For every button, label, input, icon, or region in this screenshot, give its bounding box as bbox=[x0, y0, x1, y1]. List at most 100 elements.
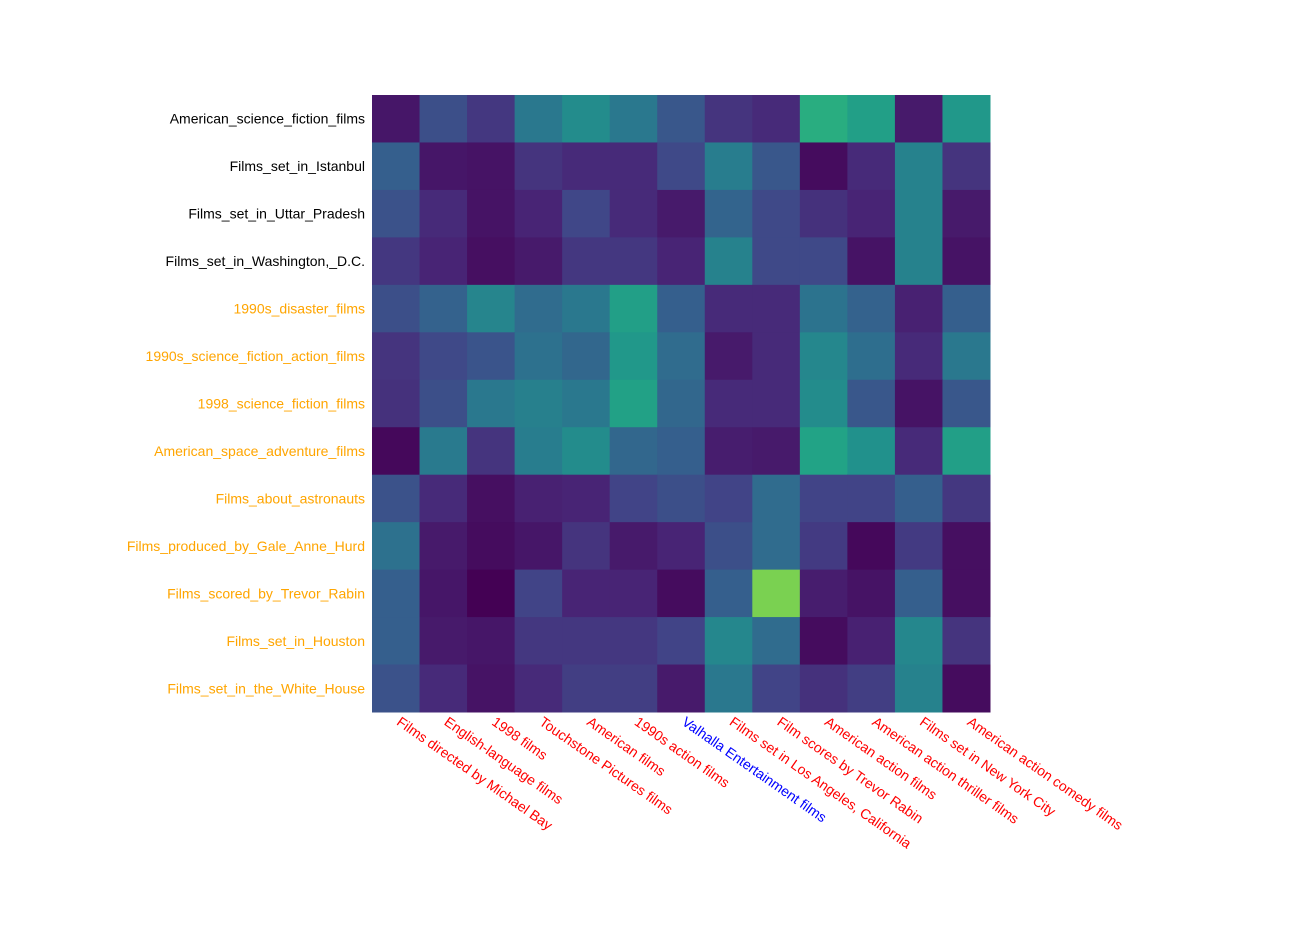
heatmap-cell-r3-c2 bbox=[467, 237, 516, 286]
heatmap-cell-r5-c9 bbox=[799, 332, 848, 381]
heatmap-cell-r0-c9 bbox=[799, 95, 848, 143]
heatmap-cell-r0-c5 bbox=[609, 95, 658, 143]
heatmap-cell-r7-c5 bbox=[609, 427, 658, 476]
heatmap-cell-r2-c1 bbox=[419, 189, 468, 238]
heatmap-cell-r9-c12 bbox=[942, 522, 991, 571]
heatmap-cell-r8-c0 bbox=[372, 474, 421, 523]
heatmap-cell-r3-c8 bbox=[752, 237, 801, 286]
heatmap-cell-r7-c9 bbox=[799, 427, 848, 476]
heatmap-cell-r12-c6 bbox=[657, 664, 706, 713]
heatmap-cell-r9-c3 bbox=[514, 522, 563, 571]
heatmap-cell-r2-c0 bbox=[372, 189, 421, 238]
heatmap-cell-r8-c9 bbox=[799, 474, 848, 523]
heatmap-cell-r4-c3 bbox=[514, 284, 563, 333]
heatmap-cell-r10-c0 bbox=[372, 569, 421, 618]
heatmap-cell-r2-c8 bbox=[752, 189, 801, 238]
heatmap-cell-r7-c7 bbox=[704, 427, 753, 476]
row-label-2: Films_set_in_Uttar_Pradesh bbox=[188, 206, 365, 222]
heatmap-cell-r1-c3 bbox=[514, 142, 563, 191]
heatmap-cell-r10-c12 bbox=[942, 569, 991, 618]
heatmap-cell-r5-c7 bbox=[704, 332, 753, 381]
heatmap-cell-r5-c8 bbox=[752, 332, 801, 381]
heatmap-cell-r6-c4 bbox=[562, 379, 611, 428]
heatmap-cell-r2-c5 bbox=[609, 189, 658, 238]
heatmap-cell-r7-c1 bbox=[419, 427, 468, 476]
heatmap-cell-r9-c11 bbox=[894, 522, 943, 571]
heatmap-cell-r11-c4 bbox=[562, 617, 611, 666]
heatmap-cell-r5-c0 bbox=[372, 332, 421, 381]
heatmap-cell-r8-c1 bbox=[419, 474, 468, 523]
heatmap-cell-r12-c10 bbox=[847, 664, 896, 713]
heatmap-cell-r7-c6 bbox=[657, 427, 706, 476]
heatmap-cell-r5-c10 bbox=[847, 332, 896, 381]
heatmap-cell-r6-c11 bbox=[894, 379, 943, 428]
heatmap-cell-r4-c4 bbox=[562, 284, 611, 333]
heatmap-cell-r2-c7 bbox=[704, 189, 753, 238]
heatmap-cell-r2-c12 bbox=[942, 189, 991, 238]
heatmap-cell-r5-c4 bbox=[562, 332, 611, 381]
heatmap-cell-r11-c5 bbox=[609, 617, 658, 666]
heatmap-cell-r0-c0 bbox=[372, 95, 421, 143]
heatmap-cell-r6-c1 bbox=[419, 379, 468, 428]
heatmap-cell-r6-c3 bbox=[514, 379, 563, 428]
heatmap-cell-r10-c11 bbox=[894, 569, 943, 618]
heatmap-cell-r1-c10 bbox=[847, 142, 896, 191]
heatmap-cell-r11-c2 bbox=[467, 617, 516, 666]
row-label-6: 1998_science_fiction_films bbox=[198, 396, 365, 412]
heatmap-cell-r6-c2 bbox=[467, 379, 516, 428]
heatmap-cell-r11-c7 bbox=[704, 617, 753, 666]
heatmap-cell-r11-c8 bbox=[752, 617, 801, 666]
row-label-0: American_science_fiction_films bbox=[170, 111, 365, 127]
heatmap-cell-r12-c2 bbox=[467, 664, 516, 713]
heatmap-cell-r0-c11 bbox=[894, 95, 943, 143]
heatmap-cell-r7-c3 bbox=[514, 427, 563, 476]
heatmap-cell-r6-c10 bbox=[847, 379, 896, 428]
heatmap-cell-r5-c12 bbox=[942, 332, 991, 381]
heatmap-cell-r7-c2 bbox=[467, 427, 516, 476]
heatmap-cell-r5-c5 bbox=[609, 332, 658, 381]
row-label-3: Films_set_in_Washington,_D.C. bbox=[166, 253, 365, 269]
row-label-8: Films_about_astronauts bbox=[216, 490, 365, 506]
heatmap-cell-r7-c8 bbox=[752, 427, 801, 476]
heatmap-cell-r4-c1 bbox=[419, 284, 468, 333]
heatmap-cell-r10-c5 bbox=[609, 569, 658, 618]
heatmap-cell-r9-c2 bbox=[467, 522, 516, 571]
heatmap-cell-r10-c3 bbox=[514, 569, 563, 618]
heatmap-cell-r4-c8 bbox=[752, 284, 801, 333]
heatmap-cell-r12-c5 bbox=[609, 664, 658, 713]
heatmap-cell-r9-c7 bbox=[704, 522, 753, 571]
heatmap-cell-r5-c2 bbox=[467, 332, 516, 381]
heatmap-cell-r12-c11 bbox=[894, 664, 943, 713]
heatmap-cell-r9-c6 bbox=[657, 522, 706, 571]
heatmap-cell-r1-c8 bbox=[752, 142, 801, 191]
heatmap-cell-r3-c1 bbox=[419, 237, 468, 286]
heatmap-cell-r7-c12 bbox=[942, 427, 991, 476]
heatmap-cell-r2-c11 bbox=[894, 189, 943, 238]
heatmap-cell-r3-c7 bbox=[704, 237, 753, 286]
heatmap-cell-r0-c4 bbox=[562, 95, 611, 143]
heatmap-cell-r11-c1 bbox=[419, 617, 468, 666]
heatmap-cell-r1-c1 bbox=[419, 142, 468, 191]
heatmap-cell-r10-c1 bbox=[419, 569, 468, 618]
heatmap-cell-r6-c12 bbox=[942, 379, 991, 428]
heatmap-cell-r11-c0 bbox=[372, 617, 421, 666]
heatmap-cell-r9-c9 bbox=[799, 522, 848, 571]
heatmap-cell-r6-c9 bbox=[799, 379, 848, 428]
heatmap-cell-r3-c6 bbox=[657, 237, 706, 286]
heatmap-cell-r7-c0 bbox=[372, 427, 421, 476]
heatmap-cell-r3-c12 bbox=[942, 237, 991, 286]
heatmap-cell-r9-c10 bbox=[847, 522, 896, 571]
heatmap-cell-r5-c1 bbox=[419, 332, 468, 381]
heatmap-cell-r11-c11 bbox=[894, 617, 943, 666]
heatmap-cell-r4-c10 bbox=[847, 284, 896, 333]
heatmap-cell-r0-c1 bbox=[419, 95, 468, 143]
heatmap-cell-r7-c11 bbox=[894, 427, 943, 476]
heatmap-cell-r6-c0 bbox=[372, 379, 421, 428]
heatmap-cell-r0-c3 bbox=[514, 95, 563, 143]
heatmap-cell-r1-c2 bbox=[467, 142, 516, 191]
heatmap-cell-r10-c6 bbox=[657, 569, 706, 618]
heatmap-cell-r4-c7 bbox=[704, 284, 753, 333]
heatmap-cell-r6-c8 bbox=[752, 379, 801, 428]
heatmap-cell-r1-c11 bbox=[894, 142, 943, 191]
